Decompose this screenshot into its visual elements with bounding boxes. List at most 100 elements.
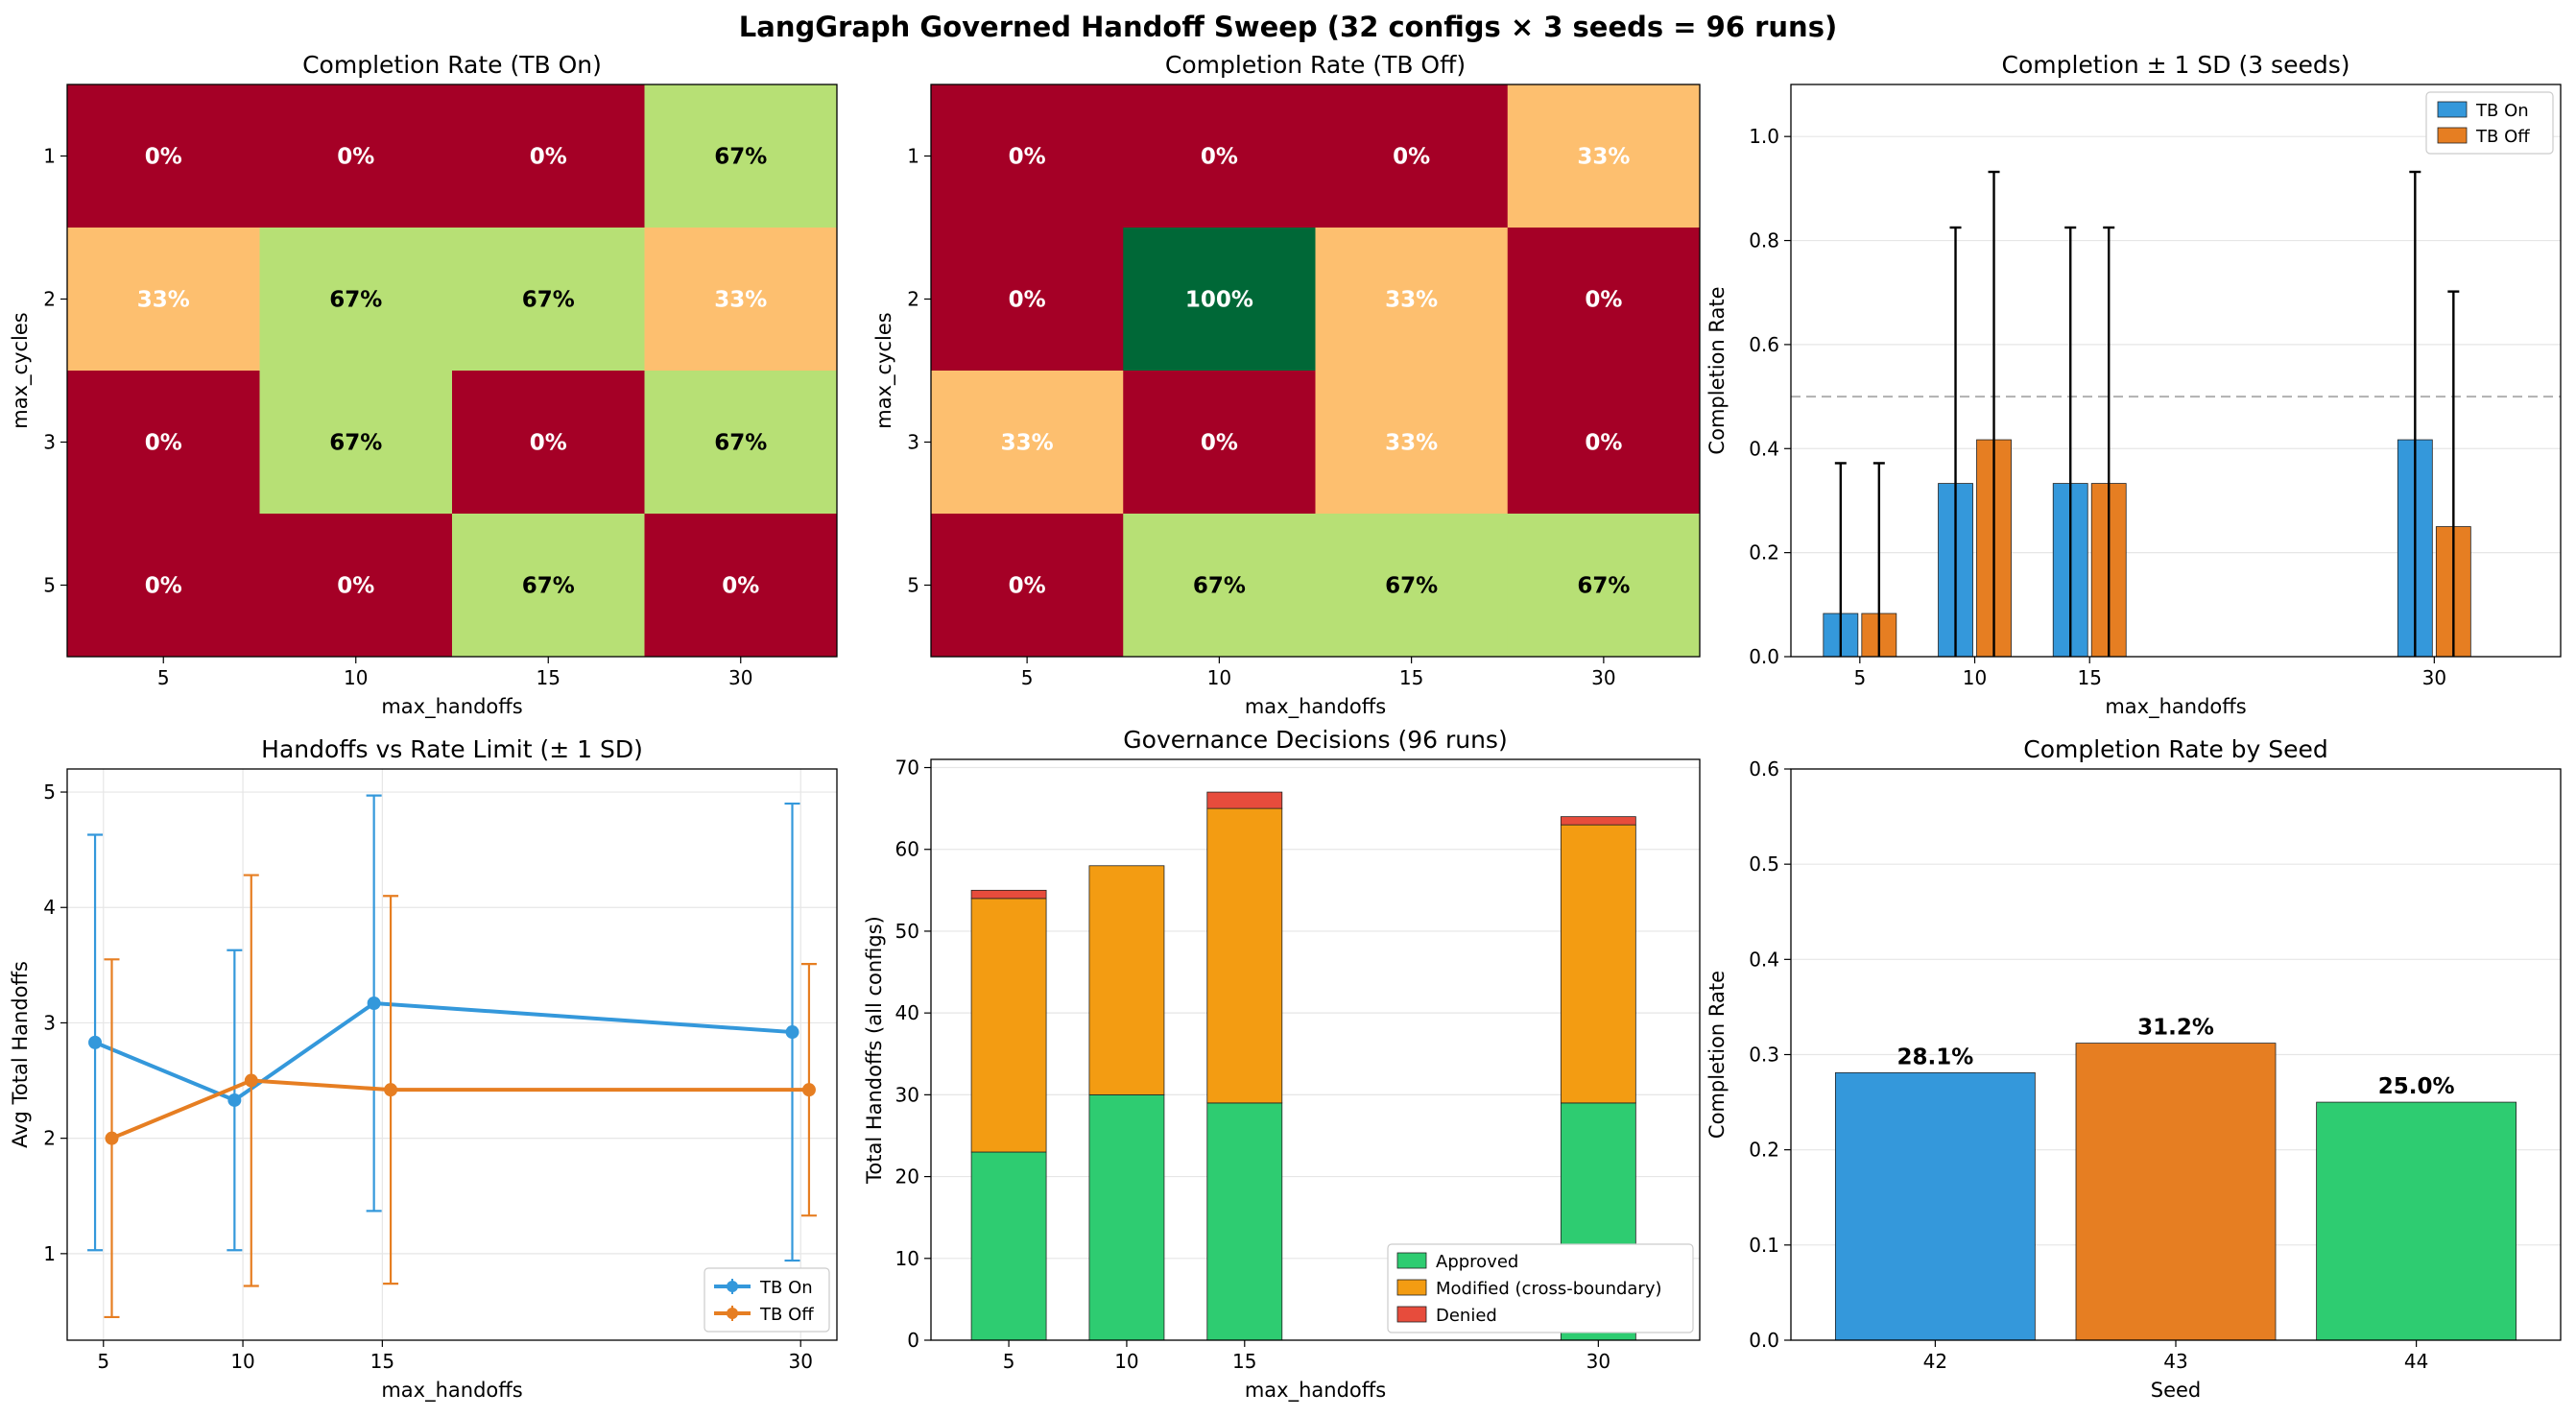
- legend-marker: [727, 1308, 738, 1319]
- legend-swatch: [1396, 1252, 1427, 1269]
- legend-swatch: [1396, 1306, 1427, 1323]
- y-tick-label: 30: [895, 1083, 919, 1106]
- x-tick-label: 15: [1399, 666, 1423, 689]
- heatmap-cell-label: 0%: [1585, 431, 1622, 456]
- heatmap-cell: [1507, 371, 1701, 515]
- heatmap-cell: [259, 84, 453, 228]
- heatmap-cell: [931, 228, 1124, 372]
- data-point: [105, 1131, 119, 1145]
- legend-label: Denied: [1436, 1306, 1497, 1326]
- heatmap-heat_off: 0% 0% 0% 33% 0% 100% 33% 0% 33% 0% 33% 0% 0% 67% 67% 67…: [872, 51, 1701, 719]
- y-axis-label: Completion Rate: [1705, 286, 1729, 454]
- y-tick-label: 1: [907, 145, 919, 168]
- x-tick-label: 5: [97, 1350, 109, 1373]
- y-axis-label: max_cycles: [9, 312, 33, 428]
- heatmap-cell: [644, 371, 838, 515]
- x-axis-label: Seed: [2151, 1379, 2202, 1402]
- y-tick-label: 10: [895, 1247, 919, 1270]
- heatmap-cell-label: 0%: [722, 574, 759, 599]
- x-tick-label: 44: [2404, 1350, 2428, 1373]
- y-tick-label: 50: [895, 920, 919, 943]
- x-axis-label: max_handoffs: [2105, 695, 2246, 719]
- y-tick-label: 0.8: [1749, 229, 1779, 252]
- heatmap-cell-label: 0%: [1201, 145, 1238, 170]
- completion-sd-chart: 5 10 15 30 0.0 0.2 0.4 0.6 0.8 1.0 Completion ± 1 …: [1705, 51, 2562, 719]
- heatmap-cell-label: 0%: [145, 431, 182, 456]
- heatmap-cell: [67, 514, 260, 658]
- panel-title: Handoffs vs Rate Limit (± 1 SD): [261, 735, 643, 763]
- axes-frame: [930, 758, 1701, 1341]
- heatmap-cell-label: 0%: [1201, 431, 1238, 456]
- y-tick-label: 2: [43, 288, 56, 311]
- y-tick-label: 0.6: [1749, 757, 1779, 781]
- x-tick-label: 30: [2422, 666, 2446, 689]
- heatmap-cell: [452, 371, 645, 515]
- series-line: [110, 1078, 809, 1141]
- x-axis-label: max_handoffs: [1245, 695, 1386, 719]
- stacked-bar-segment: [1088, 1093, 1165, 1341]
- x-axis-label: max_handoffs: [1245, 1379, 1386, 1403]
- stacked-bar-segment: [1206, 791, 1283, 809]
- x-tick-label: 10: [344, 666, 368, 689]
- heatmap-cell-label: 0%: [530, 145, 567, 170]
- y-tick-label: 70: [895, 757, 919, 780]
- heatmap-cell-label: 67%: [329, 431, 382, 456]
- stacked-bar-segment: [1206, 807, 1283, 1104]
- x-tick-label: 10: [230, 1350, 254, 1373]
- heatmap-cell-label: 67%: [329, 288, 382, 313]
- heatmap-cell-label: 67%: [1385, 574, 1438, 599]
- heatmap-cell-label: 0%: [1009, 145, 1046, 170]
- stacked-bar-segment: [1560, 824, 1636, 1104]
- heatmap-cell: [1123, 514, 1316, 658]
- y-tick-label: 0.4: [1749, 948, 1779, 971]
- y-tick-label: 4: [43, 896, 56, 919]
- legend: Approved Modified (cross-boundary) Denied: [1387, 1243, 1694, 1333]
- y-tick-label: 60: [895, 838, 919, 861]
- heatmap-cell: [452, 514, 645, 658]
- legend-label: TB On: [2475, 101, 2529, 121]
- x-tick-label: 5: [1003, 1350, 1015, 1373]
- heatmap-cell: [259, 371, 453, 515]
- data-point: [244, 1073, 258, 1088]
- legend-frame: [1387, 1243, 1694, 1333]
- bar: [1834, 1071, 2036, 1341]
- y-tick-label: 3: [43, 431, 56, 454]
- x-tick-label: 10: [1114, 1350, 1138, 1373]
- heatmap-cell-label: 33%: [714, 288, 767, 313]
- legend-label: TB On: [759, 1278, 813, 1298]
- legend-label: TB Off: [2475, 127, 2530, 147]
- x-tick-label: 15: [2077, 666, 2101, 689]
- heatmap-cell: [67, 84, 260, 228]
- heatmap-cell: [1123, 371, 1316, 515]
- y-tick-label: 0.2: [1749, 541, 1779, 564]
- x-axis-label: max_handoffs: [381, 695, 522, 719]
- legend-swatch: [2437, 127, 2468, 144]
- y-tick-label: 0.0: [1749, 645, 1779, 668]
- heatmap-cell-label: 33%: [1385, 431, 1438, 456]
- y-tick-label: 0.1: [1749, 1234, 1779, 1257]
- y-axis-label: Completion Rate: [1705, 971, 1729, 1139]
- heatmap-cell: [1315, 84, 1509, 228]
- legend-swatch: [1396, 1279, 1427, 1296]
- heatmap-cell: [67, 228, 260, 372]
- heatmap-cell: [452, 228, 645, 372]
- heatmap-cell: [1123, 84, 1316, 228]
- heatmap-cell-label: 0%: [1585, 288, 1622, 313]
- heatmap-cell-label: 67%: [1193, 574, 1246, 599]
- panel-title: Completion Rate (TB On): [302, 51, 602, 79]
- heatmap-cell-label: 100%: [1185, 288, 1253, 313]
- heatmap-cell-label: 67%: [522, 288, 575, 313]
- data-point: [367, 997, 381, 1011]
- heatmap-heat_on: 0% 0% 0% 67% 33% 67% 67% 33% 0% 67% 0% 67% 0% 0% 67% 0%…: [9, 51, 838, 719]
- heatmap-cell: [644, 514, 838, 658]
- axes-frame: [66, 84, 838, 658]
- panel-title: Completion Rate (TB Off): [1165, 51, 1466, 79]
- heatmap-cell-label: 0%: [1009, 574, 1046, 599]
- heatmap-cell-label: 33%: [1577, 145, 1630, 170]
- heatmap-cell: [1507, 228, 1701, 372]
- axes-frame: [930, 84, 1701, 658]
- heatmap-cell-label: 67%: [1577, 574, 1630, 599]
- x-tick-label: 5: [1021, 666, 1034, 689]
- axes-frame: [1790, 84, 2562, 658]
